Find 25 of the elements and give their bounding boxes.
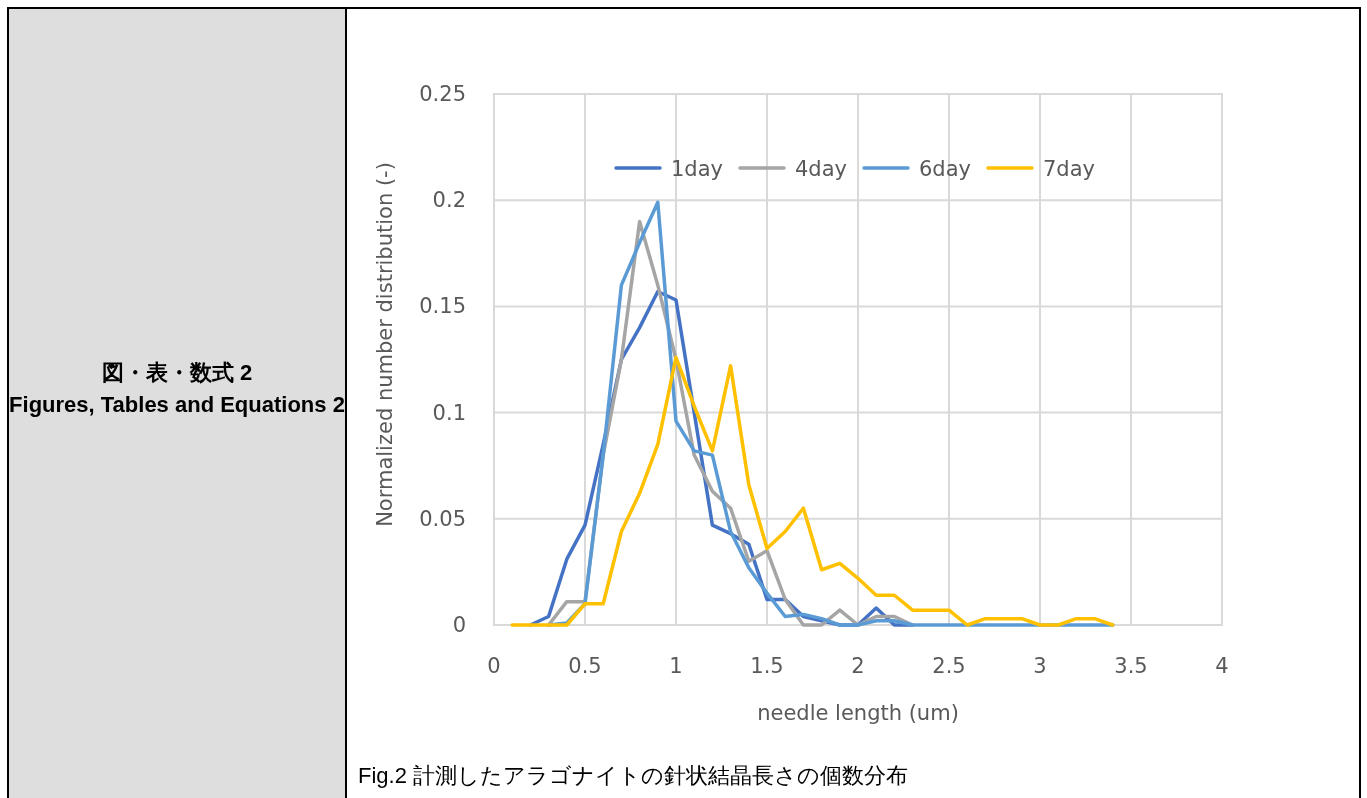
y-tick-label: 0.15 (419, 294, 466, 319)
legend-label: 6day (919, 157, 971, 181)
x-axis-title: needle length (um) (757, 701, 959, 725)
x-tick-label: 1 (669, 654, 683, 678)
text: 図・表・数式 2 (101, 360, 253, 385)
x-tick-label: 4 (1215, 654, 1229, 678)
x-tick-label: 3 (1033, 654, 1047, 678)
y-tick-label: 0.1 (432, 400, 466, 425)
legend-label: 7day (1043, 157, 1095, 181)
caption: Fig.2 計測したアラゴナイトの針状結晶長さの個数分布 (358, 763, 909, 788)
x-tick-label: 0.5 (568, 654, 602, 678)
text: Figures, Tables and Equations 2 (9, 392, 345, 417)
x-tick-label: 3.5 (1114, 654, 1148, 678)
line-series (510, 355, 1115, 627)
y-tick-label: 0.25 (419, 82, 466, 106)
x-tick-label: 1.5 (750, 654, 784, 678)
x-tick-label: 0 (487, 654, 501, 678)
y-tick-label: 0.2 (432, 188, 466, 213)
y-tick-label: 0 (452, 613, 466, 637)
legend-label: 4day (795, 157, 847, 181)
legend-label: 1day (671, 157, 723, 181)
x-tick-label: 2 (851, 654, 865, 678)
x-tick-label: 2.5 (932, 654, 966, 678)
y-axis-title: Normalized number distribution (-) (373, 162, 397, 527)
y-tick-label: 0.05 (419, 506, 466, 531)
